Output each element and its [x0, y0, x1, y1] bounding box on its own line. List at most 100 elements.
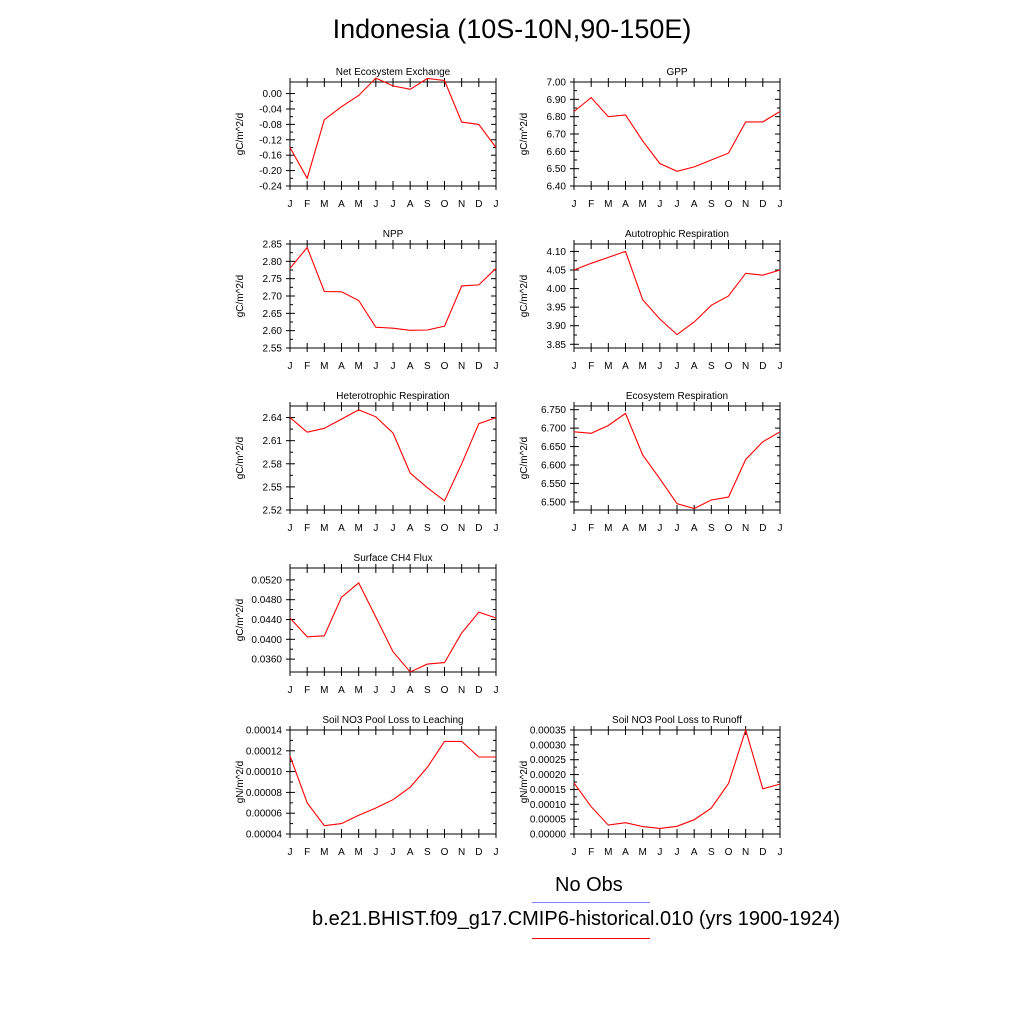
- y-tick-label: -0.24: [259, 182, 282, 193]
- y-tick-label: 2.55: [263, 482, 283, 493]
- x-tick-label: N: [742, 847, 749, 858]
- legend-line-no-obs: [532, 902, 650, 903]
- x-tick-label: N: [742, 523, 749, 534]
- x-tick-label: S: [424, 199, 431, 210]
- x-tick-label: N: [742, 361, 749, 372]
- x-tick-label: M: [320, 199, 328, 210]
- x-tick-label: A: [407, 685, 414, 696]
- y-tick-label: 0.00012: [246, 746, 283, 757]
- x-tick-label: M: [320, 847, 328, 858]
- series-line: [573, 728, 781, 829]
- x-tick-label: A: [622, 523, 629, 534]
- y-tick-label: 3.90: [547, 321, 567, 332]
- x-tick-label: S: [708, 523, 715, 534]
- x-tick-label: M: [354, 199, 362, 210]
- x-tick-label: N: [458, 685, 465, 696]
- panel-8: Soil NO3 Pool Loss to Leaching 0.00014 0.0…: [235, 715, 499, 858]
- x-tick-label: J: [373, 361, 378, 372]
- panel-title: Net Ecosystem Exchange: [336, 67, 451, 78]
- y-tick-label: 2.85: [263, 240, 283, 251]
- y-tick-label: 0.00020: [530, 770, 567, 781]
- y-axis-label: gN/m^2/d: [235, 761, 246, 804]
- x-tick-label: M: [638, 199, 646, 210]
- x-tick-label: J: [657, 847, 662, 858]
- panel-title: Ecosystem Respiration: [626, 391, 728, 402]
- x-tick-label: J: [778, 199, 783, 210]
- plot-frame: [289, 567, 497, 673]
- plot-frame: [289, 243, 497, 349]
- y-tick-label: 6.80: [547, 112, 567, 123]
- series-line: [573, 96, 781, 172]
- panel-title: Soil NO3 Pool Loss to Leaching: [322, 715, 463, 726]
- x-tick-label: A: [691, 847, 698, 858]
- panel-7: Surface CH4 Flux 0.0520 0.0480 0.0440 0.0400…: [235, 553, 499, 696]
- x-tick-label: N: [742, 199, 749, 210]
- x-tick-label: D: [759, 523, 766, 534]
- legend-label-model-run: b.e21.BHIST.f09_g17.CMIP6-historical.010…: [312, 908, 841, 930]
- x-tick-label: M: [354, 361, 362, 372]
- panel-title: Heterotrophic Respiration: [336, 391, 449, 402]
- y-tick-label: 2.75: [263, 274, 283, 285]
- y-axis-label: gC/m^2/d: [235, 437, 246, 480]
- x-tick-label: J: [494, 199, 499, 210]
- x-tick-label: S: [424, 847, 431, 858]
- x-tick-label: J: [288, 847, 293, 858]
- x-tick-label: F: [588, 361, 594, 372]
- x-tick-label: J: [778, 361, 783, 372]
- series-line: [289, 77, 497, 180]
- x-tick-label: O: [441, 847, 449, 858]
- x-tick-label: S: [708, 847, 715, 858]
- x-tick-label: J: [657, 361, 662, 372]
- plot-frame: [289, 81, 497, 187]
- panel-9: Soil NO3 Pool Loss to Runoff 0.00035 0.000…: [519, 715, 783, 858]
- y-tick-label: 6.750: [541, 405, 566, 416]
- x-tick-label: A: [407, 199, 414, 210]
- x-tick-label: M: [320, 685, 328, 696]
- x-tick-label: J: [391, 523, 396, 534]
- x-tick-label: J: [778, 847, 783, 858]
- y-tick-label: -0.16: [259, 151, 282, 162]
- x-tick-label: F: [304, 361, 310, 372]
- y-tick-label: 2.60: [263, 326, 283, 337]
- plot-frame: [289, 729, 497, 835]
- y-axis-label: gC/m^2/d: [235, 599, 246, 642]
- panel-title: Surface CH4 Flux: [354, 553, 433, 564]
- panel-5: Heterotrophic Respiration 2.64 2.61 2.58 2.5…: [235, 391, 499, 534]
- y-tick-label: 0.00030: [530, 740, 567, 751]
- x-tick-label: M: [638, 361, 646, 372]
- x-tick-label: D: [475, 199, 482, 210]
- y-tick-label: 2.70: [263, 292, 283, 303]
- x-tick-label: D: [475, 685, 482, 696]
- y-tick-label: 0.00008: [246, 788, 283, 799]
- plot-frame: [573, 81, 781, 187]
- series-line: [289, 582, 497, 673]
- y-tick-label: 0.00010: [246, 767, 283, 778]
- y-tick-label: 3.85: [547, 340, 567, 351]
- x-tick-label: F: [304, 199, 310, 210]
- y-tick-label: 4.10: [547, 247, 567, 258]
- x-tick-label: J: [675, 523, 680, 534]
- y-axis-label: gC/m^2/d: [235, 275, 246, 318]
- x-tick-label: J: [572, 199, 577, 210]
- y-axis-label: gN/m^2/d: [519, 761, 530, 804]
- y-tick-label: 0.0360: [251, 655, 282, 666]
- x-tick-label: J: [494, 847, 499, 858]
- x-tick-label: O: [441, 199, 449, 210]
- y-tick-label: 3.95: [547, 303, 567, 314]
- x-tick-label: F: [304, 847, 310, 858]
- x-tick-label: M: [604, 361, 612, 372]
- panel-title: Autotrophic Respiration: [625, 229, 729, 240]
- x-tick-label: A: [691, 523, 698, 534]
- x-tick-label: J: [572, 523, 577, 534]
- x-tick-label: J: [572, 847, 577, 858]
- x-tick-label: F: [588, 523, 594, 534]
- y-tick-label: 0.0440: [251, 615, 282, 626]
- x-tick-label: A: [407, 361, 414, 372]
- legend-label-no-obs: No Obs: [555, 874, 623, 896]
- series-line: [289, 246, 497, 331]
- panel-1: Net Ecosystem Exchange 0.00 -0.04 -0.08 -0.1…: [235, 67, 499, 210]
- x-tick-label: O: [725, 361, 733, 372]
